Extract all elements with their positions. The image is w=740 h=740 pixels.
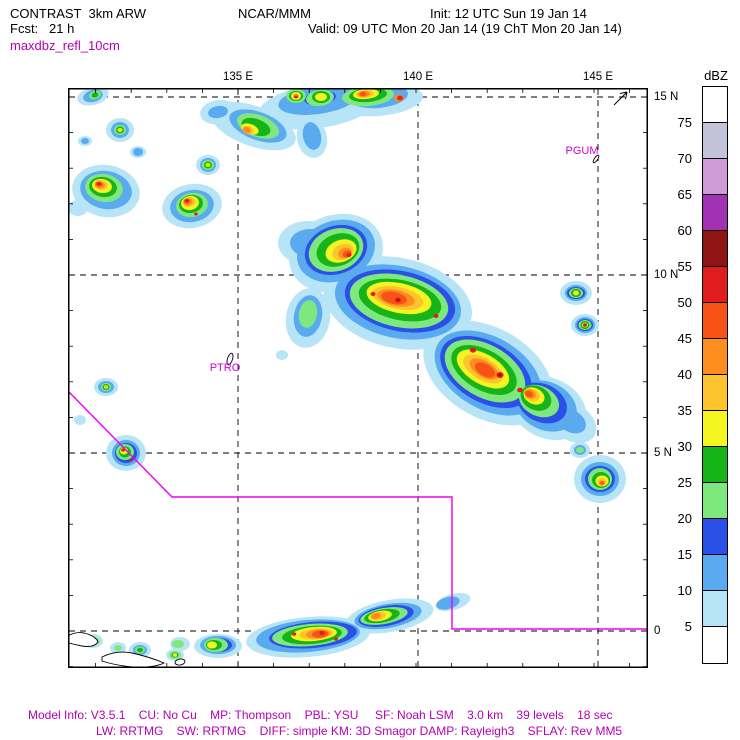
colorbar-tick-label: 15 [677,547,692,562]
wind-arrow-icon [613,91,628,106]
colorbar-segment [703,303,727,339]
colorbar-tick-label: 30 [677,439,692,454]
field-name-label: maxdbz_refl_10cm [10,38,120,53]
lat-label-0: 0 [654,625,661,637]
colorbar-labels: 75 70 65 60 55 50 45 40 35 30 25 20 15 10 5 [660,87,698,665]
forecast-hour: Fcst: 21 h [10,21,75,36]
model-title: CONTRAST 3km ARW [10,6,147,21]
guam-island-outline [592,154,600,164]
map-frame [68,88,648,668]
colorbar-segment [703,159,727,195]
colorbar-tick-label: 60 [677,223,692,238]
colorbar-tick-label: 75 [677,115,692,130]
palau-island-outline [226,352,234,366]
colorbar-tick-label: 20 [677,511,692,526]
lat-label-5n: 5 N [654,447,672,459]
reflectivity-map: PGUM PTRO [64,88,648,668]
colorbar-title: dBZ [704,68,728,83]
lon-label-135e: 135 E [222,71,254,83]
colorbar-tick-label: 65 [677,187,692,202]
model-info-line2: LW: RRTMG SW: RRTMG DIFF: simple KM: 3D … [96,724,623,738]
lon-label-140e: 140 E [402,71,434,83]
colorbar-segment [703,123,727,159]
lon-label-145e: 145 E [582,71,614,83]
gridlines [69,89,647,667]
init-time: Init: 12 UTC Sun 19 Jan 14 [430,6,587,21]
colorbar-tick-label: 5 [684,619,692,634]
colorbar-tick-label: 10 [677,583,692,598]
colorbar-tick-label: 55 [677,259,692,274]
colorbar-tick-label: 45 [677,331,692,346]
colorbar-segment [703,447,727,483]
degree-ticks [68,88,648,668]
colorbar-segment [703,195,727,231]
colorbar-segment [703,231,727,267]
domain-boundary-line [67,390,648,630]
colorbar-tick-label: 35 [677,403,692,418]
colorbar-segment [703,411,727,447]
colorbar-segment [703,339,727,375]
valid-time: Valid: 09 UTC Mon 20 Jan 14 (19 ChT Mon … [308,21,622,36]
station-label-pgum: PGUM [566,145,599,157]
colorbar-segment [703,375,727,411]
lat-label-10n: 10 N [654,269,679,281]
echo-level-55dbz [97,95,587,641]
colorbar-segment [703,627,727,663]
station-label-ptro: PTRO [210,362,241,374]
colorbar-segment [703,591,727,627]
center-name: NCAR/MMM [238,6,311,21]
colorbar-segments [702,86,728,664]
colorbar-tick-label: 25 [677,475,692,490]
colorbar-tick-label: 70 [677,151,692,166]
reflectivity-echoes [69,89,626,661]
colorbar-segment [703,555,727,591]
map-panel: PGUM PTRO [64,88,648,668]
colorbar-segment [703,87,727,123]
colorbar-tick-label: 40 [677,367,692,382]
lat-label-15n: 15 N [654,91,679,103]
model-info-line1: Model Info: V3.5.1 CU: No Cu MP: Thompso… [28,708,613,722]
echo-level-5dbz [69,89,626,661]
colorbar-tick-label: 50 [677,295,692,310]
coastlines [64,154,600,668]
echo-level-60dbz [396,298,502,377]
station-annotations: PGUM PTRO [210,145,599,374]
colorbar-segment [703,267,727,303]
colorbar-segment [703,483,727,519]
colorbar-segment [703,519,727,555]
